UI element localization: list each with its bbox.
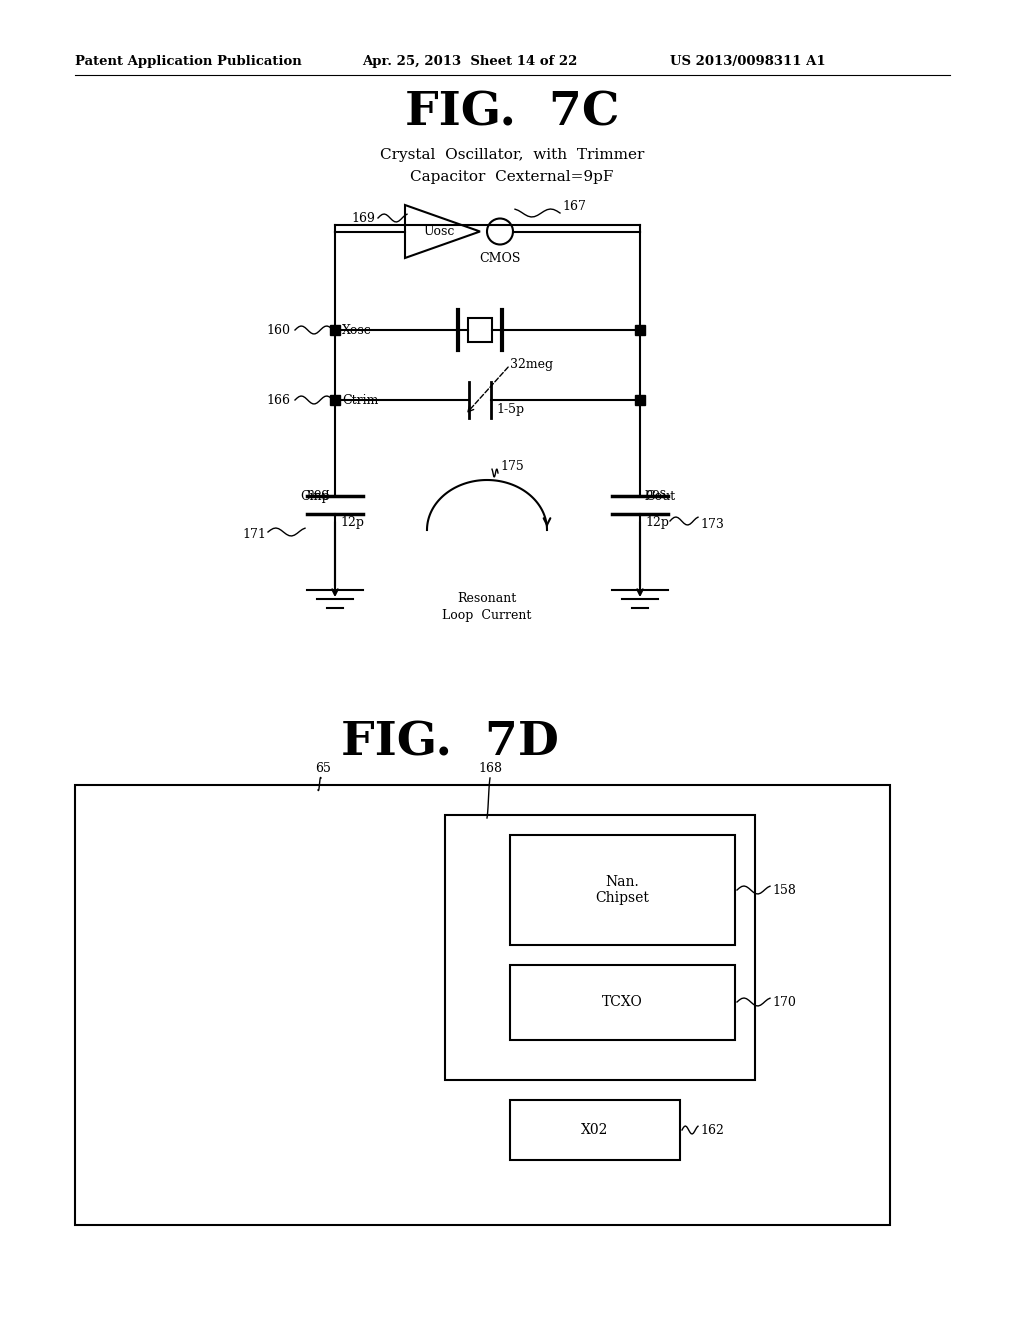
Text: 1-5p: 1-5p <box>496 403 524 416</box>
Text: 170: 170 <box>772 995 796 1008</box>
Text: 158: 158 <box>772 883 796 896</box>
Text: neg: neg <box>306 487 330 500</box>
Text: Ctrim: Ctrim <box>342 393 379 407</box>
Text: CMOS: CMOS <box>479 252 520 264</box>
Text: 175: 175 <box>500 461 523 474</box>
Text: Apr. 25, 2013  Sheet 14 of 22: Apr. 25, 2013 Sheet 14 of 22 <box>362 55 578 69</box>
Text: 168: 168 <box>478 762 502 775</box>
Text: Nan.
Chipset: Nan. Chipset <box>596 875 649 906</box>
Text: Loop  Current: Loop Current <box>442 609 531 622</box>
Text: FIG.  7C: FIG. 7C <box>404 90 620 136</box>
Bar <box>445 814 755 1080</box>
Text: 162: 162 <box>700 1123 724 1137</box>
Text: 12p: 12p <box>645 516 669 529</box>
Text: 171: 171 <box>242 528 266 541</box>
Text: TCXO: TCXO <box>602 995 643 1010</box>
Bar <box>510 965 735 1040</box>
Text: Resonant: Resonant <box>458 591 517 605</box>
Bar <box>75 785 890 1225</box>
Text: Cout: Cout <box>645 490 675 503</box>
Bar <box>510 1100 680 1160</box>
Text: 65: 65 <box>315 762 331 775</box>
Text: X02: X02 <box>582 1123 608 1137</box>
Text: Capacitor  Cexternal=9pF: Capacitor Cexternal=9pF <box>411 170 613 183</box>
Text: 169: 169 <box>351 211 375 224</box>
Text: 166: 166 <box>266 393 290 407</box>
Text: 173: 173 <box>700 517 724 531</box>
Bar <box>468 318 492 342</box>
Text: 167: 167 <box>562 201 586 214</box>
Text: 32meg: 32meg <box>510 358 553 371</box>
Text: FIG.  7D: FIG. 7D <box>341 719 559 766</box>
Text: Xosc: Xosc <box>342 323 372 337</box>
Text: pos: pos <box>645 487 667 500</box>
Text: 12p: 12p <box>340 516 364 529</box>
Text: US 2013/0098311 A1: US 2013/0098311 A1 <box>670 55 825 69</box>
Text: Uosc: Uosc <box>424 224 456 238</box>
Text: Patent Application Publication: Patent Application Publication <box>75 55 302 69</box>
Text: 160: 160 <box>266 323 290 337</box>
Text: Cinp: Cinp <box>300 490 330 503</box>
Text: Crystal  Oscillator,  with  Trimmer: Crystal Oscillator, with Trimmer <box>380 148 644 162</box>
Bar <box>510 836 735 945</box>
